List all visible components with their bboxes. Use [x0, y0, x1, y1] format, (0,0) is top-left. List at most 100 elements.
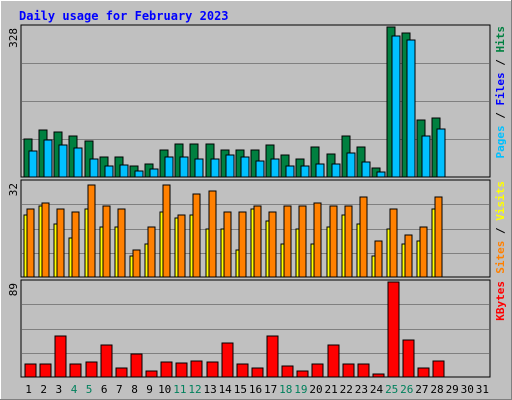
- y-max-label: 32: [7, 183, 20, 196]
- bar-files-day-27: [421, 135, 431, 178]
- bar-kbytes-day-27: [417, 367, 430, 378]
- bar-kbytes-day-14: [221, 342, 234, 378]
- x-tick-label: 12: [188, 383, 201, 396]
- bar-sites-day-8: [132, 249, 141, 278]
- x-tick-label: 19: [294, 383, 307, 396]
- bar-files-day-2: [43, 139, 53, 178]
- x-tick-label: 8: [131, 383, 138, 396]
- legend-part: KBytes: [494, 281, 507, 321]
- bar-kbytes-day-22: [342, 363, 355, 378]
- bar-sites-day-20: [313, 202, 322, 278]
- bar-files-day-13: [210, 158, 220, 178]
- bar-sites-day-21: [329, 205, 338, 278]
- bar-kbytes-day-25: [387, 281, 400, 378]
- x-tick-label: 30: [461, 383, 474, 396]
- bar-sites-day-7: [117, 208, 126, 278]
- series-legend: Sites / Visits: [494, 181, 507, 274]
- legend-part: Sites: [494, 241, 507, 274]
- bar-sites-day-2: [41, 202, 50, 278]
- bar-sites-day-26: [404, 234, 413, 278]
- x-tick-label: 23: [355, 383, 368, 396]
- x-tick-label: 21: [324, 383, 337, 396]
- bar-kbytes-day-20: [311, 363, 324, 378]
- x-tick-label: 17: [264, 383, 277, 396]
- bar-hits-day-20: [310, 146, 320, 178]
- bar-kbytes-day-19: [296, 370, 309, 378]
- x-tick-label: 14: [219, 383, 233, 396]
- bar-files-day-10: [164, 156, 174, 178]
- bar-kbytes-day-21: [327, 344, 340, 378]
- x-tick-label: 13: [203, 383, 216, 396]
- bar-kbytes-day-8: [130, 353, 143, 378]
- bar-sites-day-5: [87, 184, 96, 278]
- bar-kbytes-day-23: [357, 363, 370, 378]
- bar-sites-day-16: [253, 205, 262, 278]
- x-tick-label: 24: [370, 383, 384, 396]
- bar-sites-day-17: [268, 211, 277, 278]
- bar-kbytes-day-11: [175, 362, 188, 378]
- bar-kbytes-day-24: [372, 373, 385, 378]
- bar-sites-day-28: [434, 196, 443, 278]
- bar-files-day-17: [270, 158, 280, 178]
- bar-kbytes-day-5: [85, 361, 98, 378]
- bar-sites-day-19: [298, 205, 307, 278]
- x-tick-label: 10: [158, 383, 171, 396]
- bar-kbytes-day-7: [115, 367, 128, 378]
- x-tick-label: 26: [400, 383, 413, 396]
- bar-files-day-14: [225, 154, 235, 178]
- bar-sites-day-12: [192, 193, 201, 278]
- bar-files-day-19: [300, 165, 310, 178]
- bar-files-day-1: [28, 150, 38, 178]
- bar-kbytes-day-16: [251, 367, 264, 378]
- bar-kbytes-day-2: [39, 363, 52, 378]
- x-tick-label: 31: [476, 383, 489, 396]
- x-tick-label: 9: [146, 383, 153, 396]
- bar-kbytes-day-4: [69, 363, 82, 378]
- panel-visitors: 32 Sites / Visits: [7, 179, 507, 278]
- bar-kbytes-day-15: [236, 363, 249, 378]
- bar-sites-day-6: [102, 205, 111, 278]
- bar-kbytes-day-13: [206, 361, 219, 378]
- bar-sites-day-15: [238, 211, 247, 278]
- bar-sites-day-14: [223, 211, 232, 278]
- bar-sites-day-3: [56, 208, 65, 278]
- bar-kbytes-day-9: [145, 370, 158, 378]
- x-tick-label: 2: [40, 383, 47, 396]
- bar-kbytes-day-6: [100, 344, 113, 378]
- bar-sites-day-25: [389, 208, 398, 278]
- legend-part: /: [494, 53, 507, 73]
- bar-kbytes-day-10: [160, 361, 173, 378]
- bar-kbytes-day-1: [24, 363, 37, 378]
- bar-sites-day-27: [419, 226, 428, 278]
- bar-files-day-26: [406, 39, 416, 178]
- x-tick-label: 28: [430, 383, 443, 396]
- bar-kbytes-day-18: [281, 365, 294, 378]
- bar-files-day-5: [89, 158, 99, 178]
- bar-files-day-28: [436, 128, 446, 178]
- x-tick-label: 16: [249, 383, 262, 396]
- x-tick-label: 3: [55, 383, 62, 396]
- legend-part: /: [494, 106, 507, 126]
- x-tick-label: 20: [309, 383, 322, 396]
- x-tick-label: 11: [173, 383, 186, 396]
- bar-kbytes-day-12: [190, 360, 203, 378]
- legend-part: Visits: [494, 181, 507, 221]
- x-tick-label: 6: [101, 383, 108, 396]
- chart-title: Daily usage for February 2023: [19, 9, 229, 23]
- y-max-label: 328: [7, 28, 20, 48]
- x-tick-label: 15: [234, 383, 247, 396]
- x-tick-label: 7: [116, 383, 123, 396]
- bar-kbytes-day-28: [432, 360, 445, 378]
- series-legend: KBytes: [494, 281, 507, 321]
- x-tick-label: 5: [86, 383, 93, 396]
- bar-sites-day-1: [26, 208, 35, 278]
- bar-files-day-3: [58, 144, 68, 178]
- chart-panels: 328 Pages / Files / Hits 32 Sites / Visits 8…: [7, 24, 507, 378]
- panel-requests: 328 Pages / Files / Hits: [7, 24, 507, 178]
- bar-files-day-11: [179, 156, 189, 178]
- legend-part: Hits: [494, 26, 507, 53]
- x-tick-label: 22: [340, 383, 353, 396]
- x-tick-label: 18: [279, 383, 292, 396]
- y-max-label: 89: [7, 283, 20, 296]
